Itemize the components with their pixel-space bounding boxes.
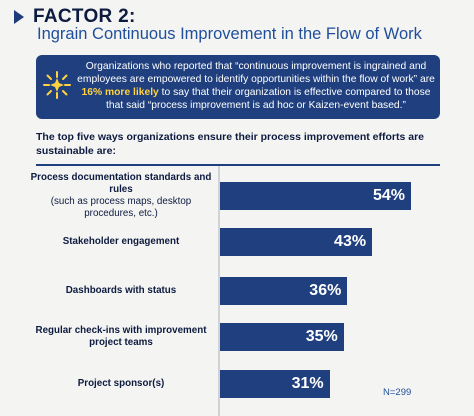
bar-chart: Process documentation standards and rule… <box>0 166 474 416</box>
callout-text-after: to say that their organization is effect… <box>106 87 431 111</box>
category-label-main: Stakeholder engagement <box>62 236 180 247</box>
bar <box>220 277 348 305</box>
bar <box>220 182 411 210</box>
chart-axis-line <box>218 166 220 416</box>
category-label: Process documentation standards and rule… <box>30 172 212 220</box>
factor-heading: FACTOR 2: <box>14 6 136 28</box>
chart-intro: The top five ways organizations ensure t… <box>36 131 425 157</box>
triangle-marker-icon <box>14 10 24 24</box>
bar <box>220 228 373 256</box>
bar-value-label: 43% <box>334 233 367 250</box>
category-label-main: Project sponsor(s) <box>77 378 165 389</box>
category-label-main: Process documentation standards and rule… <box>30 172 212 195</box>
category-label-main: Dashboards with status <box>65 285 177 296</box>
section-divider <box>36 164 440 166</box>
category-label: Project sponsor(s) <box>30 378 212 390</box>
bar-value-label: 54% <box>372 187 405 204</box>
category-label-main: Regular check-ins with improvement proje… <box>35 325 207 348</box>
bar <box>220 370 330 398</box>
bar-value-label: 36% <box>309 282 342 299</box>
bar <box>220 323 344 351</box>
category-label: Stakeholder engagement <box>30 236 212 248</box>
callout-highlight: 16% more likely <box>81 87 159 98</box>
factor-label: FACTOR 2: <box>33 6 136 27</box>
callout-box: Organizations who reported that “continu… <box>36 55 440 119</box>
sample-size-note: N=299 <box>383 387 412 398</box>
bar-value-label: 35% <box>305 328 338 345</box>
category-label: Dashboards with status <box>30 285 212 297</box>
category-label-sub: (such as process maps, desktop procedure… <box>50 196 192 219</box>
sun-burst-icon <box>43 71 71 99</box>
page-subtitle: Ingrain Continuous Improvement in the Fl… <box>37 25 422 43</box>
category-label: Regular check-ins with improvement proje… <box>30 325 212 349</box>
callout-text: Organizations who reported that “continu… <box>76 60 436 112</box>
callout-text-before: Organizations who reported that “continu… <box>77 61 435 85</box>
bar-value-label: 31% <box>291 375 324 392</box>
